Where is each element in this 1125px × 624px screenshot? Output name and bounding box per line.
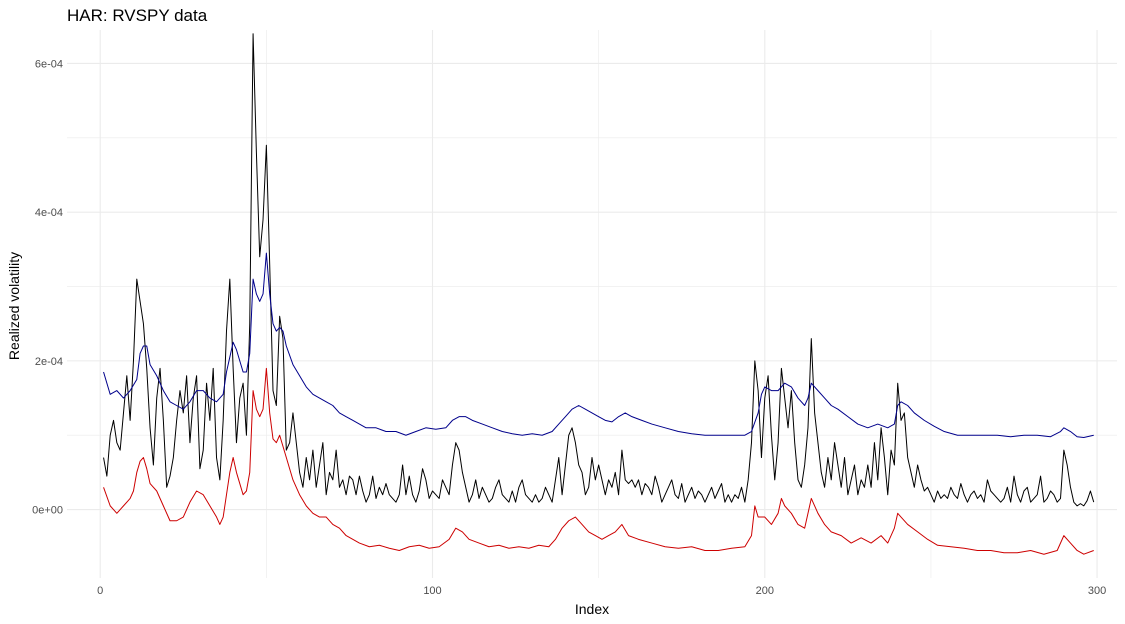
series-actual-line bbox=[103, 33, 1095, 507]
x-tick-label: 100 bbox=[423, 585, 441, 597]
y-tick-label: 0e+00 bbox=[32, 505, 63, 517]
series-upper-band-line bbox=[103, 252, 1094, 438]
series-lines bbox=[103, 33, 1095, 555]
y-axis-ticks: 0e+00 2e-04 4e-04 6e-04 bbox=[32, 58, 63, 516]
y-tick-label: 2e-04 bbox=[35, 356, 63, 368]
series-lower-band-line bbox=[103, 367, 1094, 555]
x-axis-label: Index bbox=[575, 601, 609, 617]
y-axis-label: Realized volatility bbox=[6, 252, 22, 360]
y-tick-label: 4e-04 bbox=[35, 207, 63, 219]
x-tick-label: 200 bbox=[756, 585, 774, 597]
x-tick-label: 0 bbox=[97, 585, 103, 597]
chart-title: HAR: RVSPY data bbox=[67, 6, 208, 25]
y-tick-label: 6e-04 bbox=[35, 58, 63, 70]
x-axis-ticks: 0 100 200 300 bbox=[97, 585, 1106, 597]
x-tick-label: 300 bbox=[1088, 585, 1106, 597]
grid-lines bbox=[67, 30, 1117, 578]
